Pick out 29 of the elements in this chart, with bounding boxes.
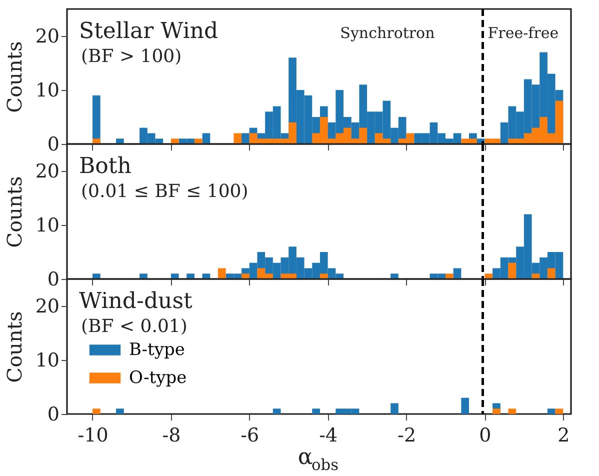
y-tick-label: 10 bbox=[35, 214, 60, 236]
chart-title: Stellar Wind bbox=[79, 19, 218, 44]
y-axis-title: Counts bbox=[2, 176, 26, 248]
x-tick-label: -6 bbox=[240, 424, 260, 446]
text: (0.01 ≤ BF ≤ 100) bbox=[81, 181, 248, 202]
text: (BF < 0.01) bbox=[81, 316, 188, 337]
legend-label: B-type bbox=[129, 340, 185, 360]
x-tick-label: -4 bbox=[319, 424, 338, 446]
x-tick-label: -8 bbox=[162, 424, 181, 446]
y-tick-label: 20 bbox=[35, 296, 60, 318]
y-tick-label: 10 bbox=[35, 350, 60, 372]
y-tick-label: 0 bbox=[47, 134, 60, 156]
x-tick-label: 2 bbox=[558, 424, 570, 446]
y-tick-label: 20 bbox=[35, 160, 60, 182]
legend-label: O-type bbox=[129, 368, 187, 388]
x-tick-label: -10 bbox=[78, 424, 108, 446]
y-tick-label: 0 bbox=[47, 404, 60, 426]
chart-title: Both bbox=[79, 154, 132, 179]
y-tick-label: 0 bbox=[47, 268, 60, 290]
annotation: Synchrotron bbox=[340, 24, 436, 42]
y-axis-title: Counts bbox=[2, 41, 26, 113]
y-tick-label: 10 bbox=[35, 80, 60, 102]
x-tick-label: 0 bbox=[479, 424, 492, 446]
y-tick-label: 20 bbox=[35, 26, 60, 48]
y-axis-title: Counts bbox=[2, 311, 26, 383]
text: (BF > 100) bbox=[81, 46, 182, 67]
x-tick-label: -2 bbox=[398, 424, 416, 446]
chart-title: Wind-dust bbox=[79, 289, 192, 314]
annotation: Free-free bbox=[488, 24, 559, 42]
